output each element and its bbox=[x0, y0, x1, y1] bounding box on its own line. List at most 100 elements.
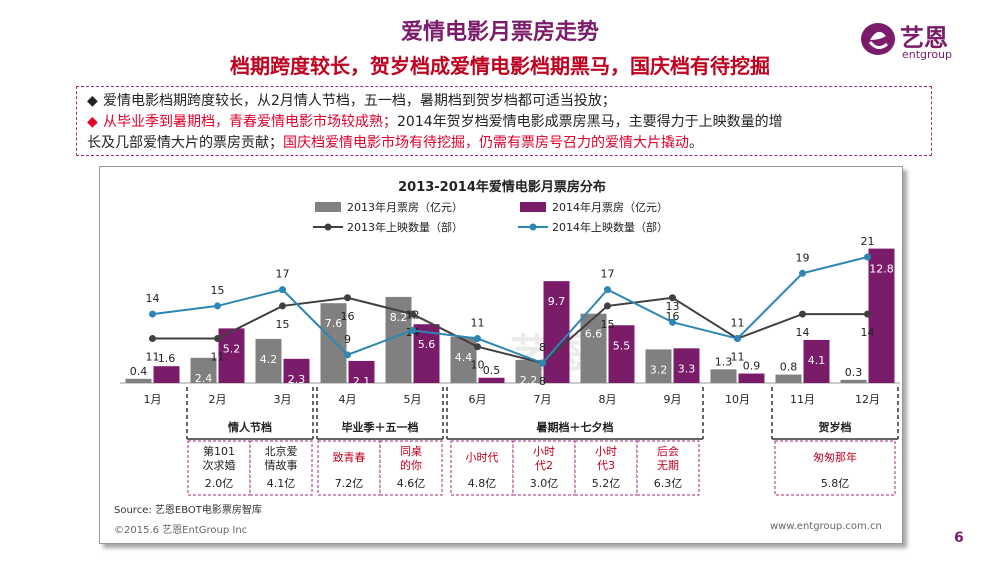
count-2013-label: 16 bbox=[341, 310, 355, 323]
count-2014-point bbox=[149, 310, 156, 318]
film-name: 无期 bbox=[657, 459, 679, 472]
film-name: 代2 bbox=[535, 459, 553, 472]
season-label: 贺岁档 bbox=[818, 420, 852, 434]
film-box-office: 6.3亿 bbox=[654, 477, 683, 490]
film-name: 匆匆那年 bbox=[813, 450, 857, 464]
page-title: 爱情电影月票房走势 bbox=[400, 20, 599, 45]
film-name: 北京爱 bbox=[265, 444, 298, 458]
count-2013-line bbox=[152, 296, 868, 365]
film-box-office: 4.8亿 bbox=[468, 477, 497, 490]
film-name: 小时代 bbox=[466, 451, 499, 464]
bar-2013-label: 1.3 bbox=[715, 355, 733, 368]
bar-2013-label: 3.2 bbox=[650, 363, 668, 376]
legend-2014-bar-label: 2014年月票房（亿元） bbox=[552, 200, 668, 214]
bullet-line-3: 长及几部爱情大片的票房贡献；国庆档爱情电影市场有待挖掘，仍需有票房号召力的爱情大… bbox=[87, 133, 921, 154]
bar-2013 bbox=[840, 379, 867, 383]
bar-2014 bbox=[868, 248, 895, 383]
count-2013-label: 10 bbox=[471, 359, 485, 372]
bullet-3-text: 长及几部爱情大片的票房贡献； bbox=[87, 135, 283, 151]
film-name: 后会 bbox=[657, 445, 679, 458]
page-number: 6 bbox=[954, 530, 964, 546]
film-name: 次求婚 bbox=[203, 458, 236, 472]
count-2013-point bbox=[149, 335, 156, 343]
film-box-office: 7.2亿 bbox=[335, 477, 364, 490]
count-2014-label: 11 bbox=[471, 317, 485, 330]
legend-2013-bar-swatch bbox=[315, 202, 341, 212]
bar-2013-label: 0.4 bbox=[130, 365, 148, 378]
bullet-box: ◆ 爱情电影档期跨度较长，从2月情人节档，五一档，暑期档到贺岁档都可适当投放； ◆… bbox=[76, 86, 932, 156]
bullet-3-end: 。 bbox=[689, 135, 703, 151]
bar-2013-label: 6.6 bbox=[585, 328, 603, 341]
bar-2014-label: 5.2 bbox=[223, 342, 241, 355]
count-2014-point bbox=[214, 302, 221, 310]
count-2014-label: 11 bbox=[731, 317, 745, 330]
x-tick-label: 6月 bbox=[469, 393, 487, 406]
count-2014-label: 13 bbox=[666, 300, 680, 313]
x-tick-label: 5月 bbox=[404, 393, 422, 406]
legend-2014-line-marker bbox=[529, 223, 537, 231]
count-2014-label: 8 bbox=[539, 341, 546, 354]
season-label: 暑期档＋七夕档 bbox=[537, 420, 614, 434]
bar-2014 bbox=[608, 325, 635, 383]
x-tick-label: 1月 bbox=[144, 393, 162, 406]
x-tick-label: 10月 bbox=[725, 393, 750, 406]
count-2013-label: 14 bbox=[861, 326, 875, 339]
x-tick-label: 3月 bbox=[274, 393, 292, 406]
film-name: 致青春 bbox=[333, 450, 366, 464]
bar-2013-label: 2.2 bbox=[520, 374, 538, 387]
bullet-3-red-text: 国庆档爱情电影市场有待挖掘，仍需有票房号召力的爱情大片撬动 bbox=[283, 135, 689, 151]
bullet-2-red-text: 从毕业季到暑期档，青春爱情电影市场较成熟； bbox=[103, 114, 397, 130]
film-name: 小时 bbox=[595, 445, 617, 458]
bar-2013 bbox=[775, 374, 802, 383]
x-tick-label: 11月 bbox=[790, 393, 815, 406]
film-box bbox=[249, 440, 313, 496]
footer-url: www.entgroup.com.cn bbox=[770, 521, 882, 532]
legend-2014-bar-swatch bbox=[520, 202, 546, 212]
chart-frame: 2013-2014年爱情电影月票房分布 2013年月票房（亿元） 2014年月票房（… bbox=[99, 166, 903, 544]
bar-2014 bbox=[543, 281, 570, 383]
film-box bbox=[636, 440, 700, 496]
bar-2014-label: 0.5 bbox=[483, 364, 501, 377]
copyright: ©2015.6 艺恩EntGroup Inc bbox=[114, 525, 248, 536]
film-box bbox=[450, 440, 514, 496]
bar-2013 bbox=[645, 349, 672, 383]
film-box-office: 4.1亿 bbox=[267, 477, 296, 490]
bullet-line-2: ◆ 从毕业季到暑期档，青春爱情电影市场较成熟；2014年贺岁档爱情电影成票房黑马，… bbox=[87, 112, 921, 133]
bar-2013 bbox=[710, 369, 737, 383]
bar-2014 bbox=[478, 377, 505, 383]
count-2014-label: 14 bbox=[146, 292, 160, 305]
film-box bbox=[574, 440, 638, 496]
count-2014-label: 17 bbox=[276, 268, 290, 281]
bar-2013-label: 4.4 bbox=[455, 351, 473, 364]
count-2013-point bbox=[799, 310, 806, 318]
bar-2014-label: 12.8 bbox=[869, 263, 894, 276]
count-2014-point bbox=[474, 335, 481, 343]
bar-2014 bbox=[348, 360, 375, 383]
count-2014-label: 17 bbox=[601, 268, 615, 281]
bar-2014 bbox=[153, 366, 180, 383]
film-name: 代3 bbox=[597, 459, 615, 472]
bullet-line-1: ◆ 爱情电影档期跨度较长，从2月情人节档，五一档，暑期档到贺岁档都可适当投放； bbox=[87, 91, 921, 112]
season-label: 毕业季＋五一档 bbox=[342, 420, 419, 434]
count-2013-label: 14 bbox=[796, 326, 810, 339]
diamond-icon-red: ◆ bbox=[87, 114, 98, 130]
bar-2013-label: 2.4 bbox=[195, 372, 213, 385]
bar-2013-label: 8.2 bbox=[390, 311, 408, 324]
legend-2013-bar-label: 2013年月票房（亿元） bbox=[347, 200, 463, 214]
count-2013-label: 15 bbox=[601, 318, 615, 331]
bar-2013-label: 4.2 bbox=[260, 353, 278, 366]
count-2013-point bbox=[604, 302, 611, 310]
bar-2014 bbox=[283, 358, 310, 383]
film-box-office: 2.0亿 bbox=[205, 477, 234, 490]
x-tick-label: 2月 bbox=[209, 393, 227, 406]
count-2013-point bbox=[409, 310, 416, 318]
film-name: 情故事 bbox=[265, 458, 298, 472]
bar-2013 bbox=[255, 338, 282, 383]
film-box-office: 4.6亿 bbox=[397, 477, 426, 490]
count-2014-point bbox=[604, 286, 611, 294]
film-name: 的你 bbox=[400, 458, 422, 472]
count-2013-label: 15 bbox=[276, 318, 290, 331]
bar-2013-label: 0.8 bbox=[780, 361, 798, 374]
bar-2014-label: 4.1 bbox=[808, 354, 826, 367]
